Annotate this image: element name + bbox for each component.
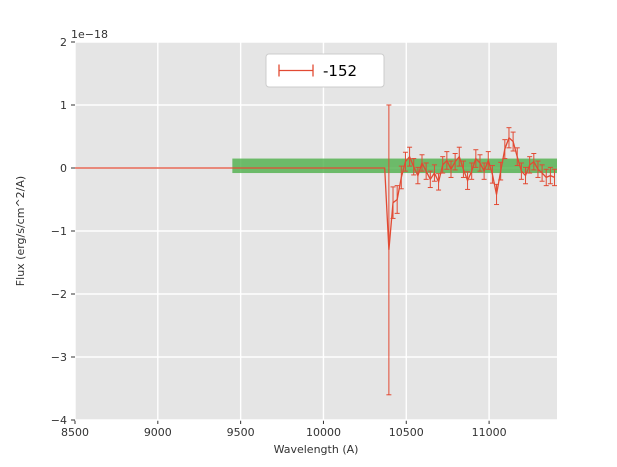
x-tick-label: 8500 [61,426,89,439]
x-tick-label: 10500 [389,426,424,439]
x-axis-label: Wavelength (A) [274,443,359,456]
x-tick-label: 10000 [306,426,341,439]
y-tick-label: 0 [60,162,67,175]
x-tick-label: 11000 [472,426,507,439]
y-tick-label: −3 [51,351,67,364]
y-tick-label: −4 [51,414,67,427]
y-tick-label: 2 [60,36,67,49]
y-tick-label: 1 [60,99,67,112]
confidence-band [232,158,558,174]
legend-label: -152 [323,62,357,80]
x-tick-label: 9500 [227,426,255,439]
flux-line [75,136,555,250]
x-tick-label: 9000 [144,426,172,439]
y-tick-label: −2 [51,288,67,301]
y-axis-label: Flux (erg/s/cm^2/A) [14,176,27,286]
legend-box [265,53,385,88]
axis-offset-text: 1e−18 [71,28,108,41]
y-tick-label: −1 [51,225,67,238]
